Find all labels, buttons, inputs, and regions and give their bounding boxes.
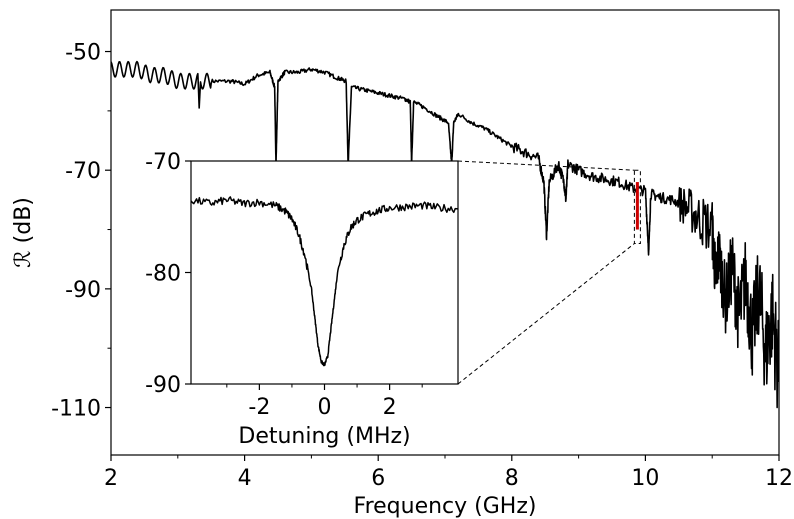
main-axes: 2 4 6 8 10 12 -50 -70 -90 -110 Frequency (GHz) ℛ … [11, 9, 793, 519]
inset-y-tick-label: -80 [145, 262, 181, 287]
main-ticks: 2 4 6 8 10 12 -50 -70 -90 -110 [51, 41, 793, 491]
zoom-connectors [457, 160, 641, 385]
inset-series-line [191, 196, 458, 367]
main-series-line [111, 60, 779, 409]
main-x-tick-label: 10 [631, 466, 659, 491]
inset-x-tick-label: 2 [383, 395, 397, 420]
main-y-axis-label: ℛ (dB) [11, 197, 36, 268]
inset-ticks: -2 0 2 -70 -80 -90 [145, 150, 423, 420]
main-x-tick-label: 6 [371, 466, 385, 491]
inset-y-tick-label: -90 [145, 373, 181, 398]
main-x-tick-label: 8 [505, 466, 519, 491]
inset-y-tick-label: -70 [145, 150, 181, 175]
connector-top [457, 160, 635, 171]
main-x-tick-label: 12 [765, 466, 793, 491]
main-y-tick-label: -50 [65, 41, 101, 66]
inset-x-tick-label: -2 [248, 395, 270, 420]
main-x-axis-label: Frequency (GHz) [354, 494, 537, 519]
main-y-tick-label: -70 [65, 159, 101, 184]
main-x-tick-label: 2 [104, 466, 118, 491]
inset-background [191, 161, 458, 384]
main-x-tick-label: 4 [238, 466, 252, 491]
zoom-region-box [633, 169, 641, 245]
inset-x-tick-label: 0 [318, 395, 332, 420]
inset-axes: -2 0 2 -70 -80 -90 Detuning (MHz) [145, 150, 459, 449]
main-y-tick-label: -90 [65, 278, 101, 303]
connector-bottom [457, 243, 635, 385]
main-y-tick-label: -110 [51, 397, 101, 422]
inset-x-axis-label: Detuning (MHz) [238, 424, 410, 449]
